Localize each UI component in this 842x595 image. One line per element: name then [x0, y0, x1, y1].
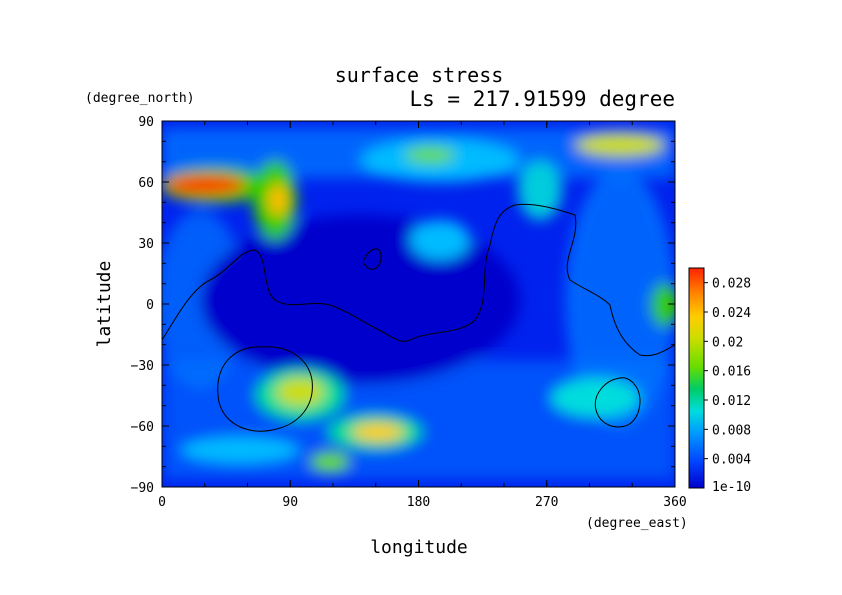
ne-bubble-feature	[518, 160, 562, 220]
x-unit-label: (degree_east)	[586, 516, 688, 531]
south-sw-feature	[180, 436, 300, 464]
south-east-feature	[550, 378, 640, 418]
y-tick-label: −90	[131, 481, 154, 496]
x-tick-label: 0	[158, 495, 166, 510]
colorbar-min-label: 1e-10	[712, 480, 751, 495]
colorbar-tick-label: 0.008	[712, 423, 751, 438]
x-tick-label: 90	[282, 495, 298, 510]
south-central-feature	[352, 423, 404, 441]
y-tick-label: −30	[131, 359, 154, 374]
chart-title: surface stress	[335, 63, 504, 87]
colorbar-ticks: 0.004 0.008 0.012 0.016 0.02 0.024 0.028	[704, 277, 751, 468]
colorbar-scale	[688, 267, 705, 489]
north-stream-core	[268, 184, 288, 216]
colorbar-tick-label: 0.02	[712, 335, 743, 350]
x-axis-label: longitude	[370, 537, 468, 558]
topography-contour-small	[362, 248, 382, 270]
field-blobs	[162, 128, 675, 480]
colorbar-tick-label: 0.016	[712, 365, 751, 380]
y-tick-label: 30	[138, 237, 154, 252]
y-tick-label: 60	[138, 176, 154, 191]
east-region	[565, 170, 675, 430]
south-low-feature	[310, 452, 350, 472]
north-center-feature	[405, 147, 455, 163]
y-tick-label: −60	[131, 420, 154, 435]
central-low	[200, 215, 520, 385]
nw-max-feature	[165, 175, 245, 195]
colorbar-tick-label: 0.012	[712, 394, 751, 409]
east-edge-feature	[651, 283, 675, 327]
north-east-feature	[575, 133, 665, 157]
plot-field	[162, 121, 675, 487]
x-tick-label: 270	[535, 495, 558, 510]
y-axis-label: latitude	[94, 261, 115, 348]
colorbar-tick-label: 0.024	[712, 306, 751, 321]
x-axis-ticks: 0 90 180 270 360	[158, 121, 687, 510]
colorbar-tick-label: 0.004	[712, 453, 751, 468]
colorbar-tick-label: 0.028	[712, 277, 751, 292]
south-west-feature	[276, 378, 324, 406]
x-tick-label: 180	[407, 495, 430, 510]
y-axis-ticks: 90 60 30 0 −30 −60 −90	[131, 115, 675, 496]
chart-subtitle: Ls = 217.91599 degree	[409, 87, 675, 111]
topography-contour-main	[162, 203, 675, 357]
x-tick-label: 360	[663, 495, 686, 510]
crater-contour-hellas	[217, 346, 313, 432]
y-tick-label: 0	[146, 298, 154, 313]
crater-contour-argyre	[594, 377, 641, 428]
colorbar: 0.004 0.008 0.012 0.016 0.02 0.024 0.028 1e-10	[688, 267, 751, 495]
y-unit-label: (degree_north)	[85, 91, 195, 106]
mid-cyan-feature	[410, 220, 470, 260]
y-tick-label: 90	[138, 115, 154, 130]
